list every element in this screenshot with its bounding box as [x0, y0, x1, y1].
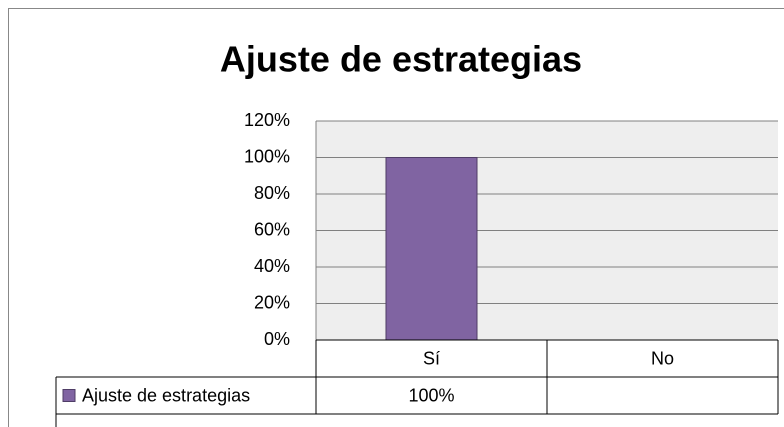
bar — [385, 157, 478, 341]
chart-title: Ajuste de estrategias — [220, 39, 582, 80]
legend-swatch — [62, 389, 76, 402]
y-tick-label: 0% — [264, 329, 290, 349]
y-tick-label: 40% — [254, 256, 290, 276]
legend-label: Ajuste de estrategias — [82, 385, 250, 405]
y-tick-label: 120% — [244, 110, 290, 130]
y-tick-label: 60% — [254, 219, 290, 239]
x-tick-label: No — [651, 348, 674, 368]
y-tick-label: 100% — [244, 146, 290, 166]
y-tick-label: 20% — [254, 292, 290, 312]
x-tick-label: Sí — [423, 348, 440, 368]
table-value: 100% — [408, 385, 454, 405]
y-tick-label: 80% — [254, 183, 290, 203]
